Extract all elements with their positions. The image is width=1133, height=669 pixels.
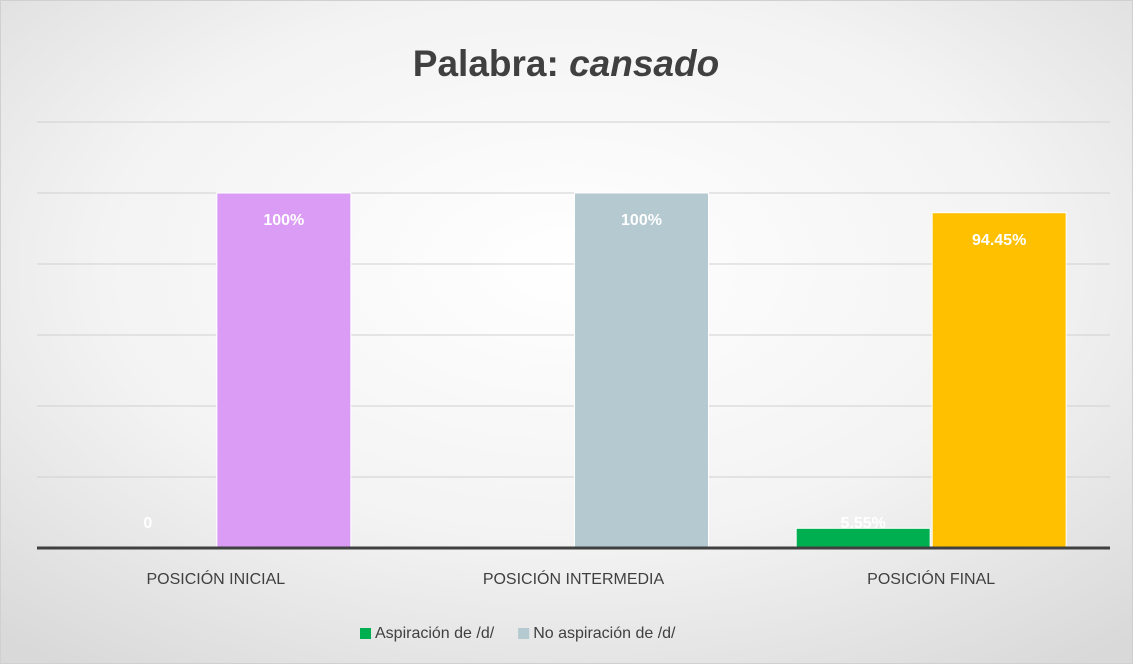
bar bbox=[574, 192, 709, 549]
title-text: Palabra: bbox=[413, 43, 559, 84]
bar bbox=[216, 192, 352, 549]
legend-label: No aspiración de /d/ bbox=[533, 625, 676, 642]
x-tick-label: POSICIÓN INTERMEDIA bbox=[483, 569, 665, 588]
title-italic: cansado bbox=[569, 43, 719, 84]
legend-label: Aspiración de /d/ bbox=[375, 625, 495, 642]
legend-swatch bbox=[518, 628, 530, 639]
chart-title: Palabra: cansado bbox=[413, 43, 719, 84]
data-label: 100% bbox=[621, 212, 662, 229]
data-label: 94.45% bbox=[972, 232, 1026, 249]
x-tick-label: POSICIÓN INICIAL bbox=[146, 569, 285, 588]
data-label: 100% bbox=[263, 212, 304, 229]
bar bbox=[931, 212, 1067, 549]
legend-swatch bbox=[360, 628, 371, 639]
x-tick-label: POSICIÓN FINAL bbox=[867, 569, 995, 588]
data-label: 5.55% bbox=[840, 515, 885, 532]
data-label: 0 bbox=[143, 515, 152, 532]
